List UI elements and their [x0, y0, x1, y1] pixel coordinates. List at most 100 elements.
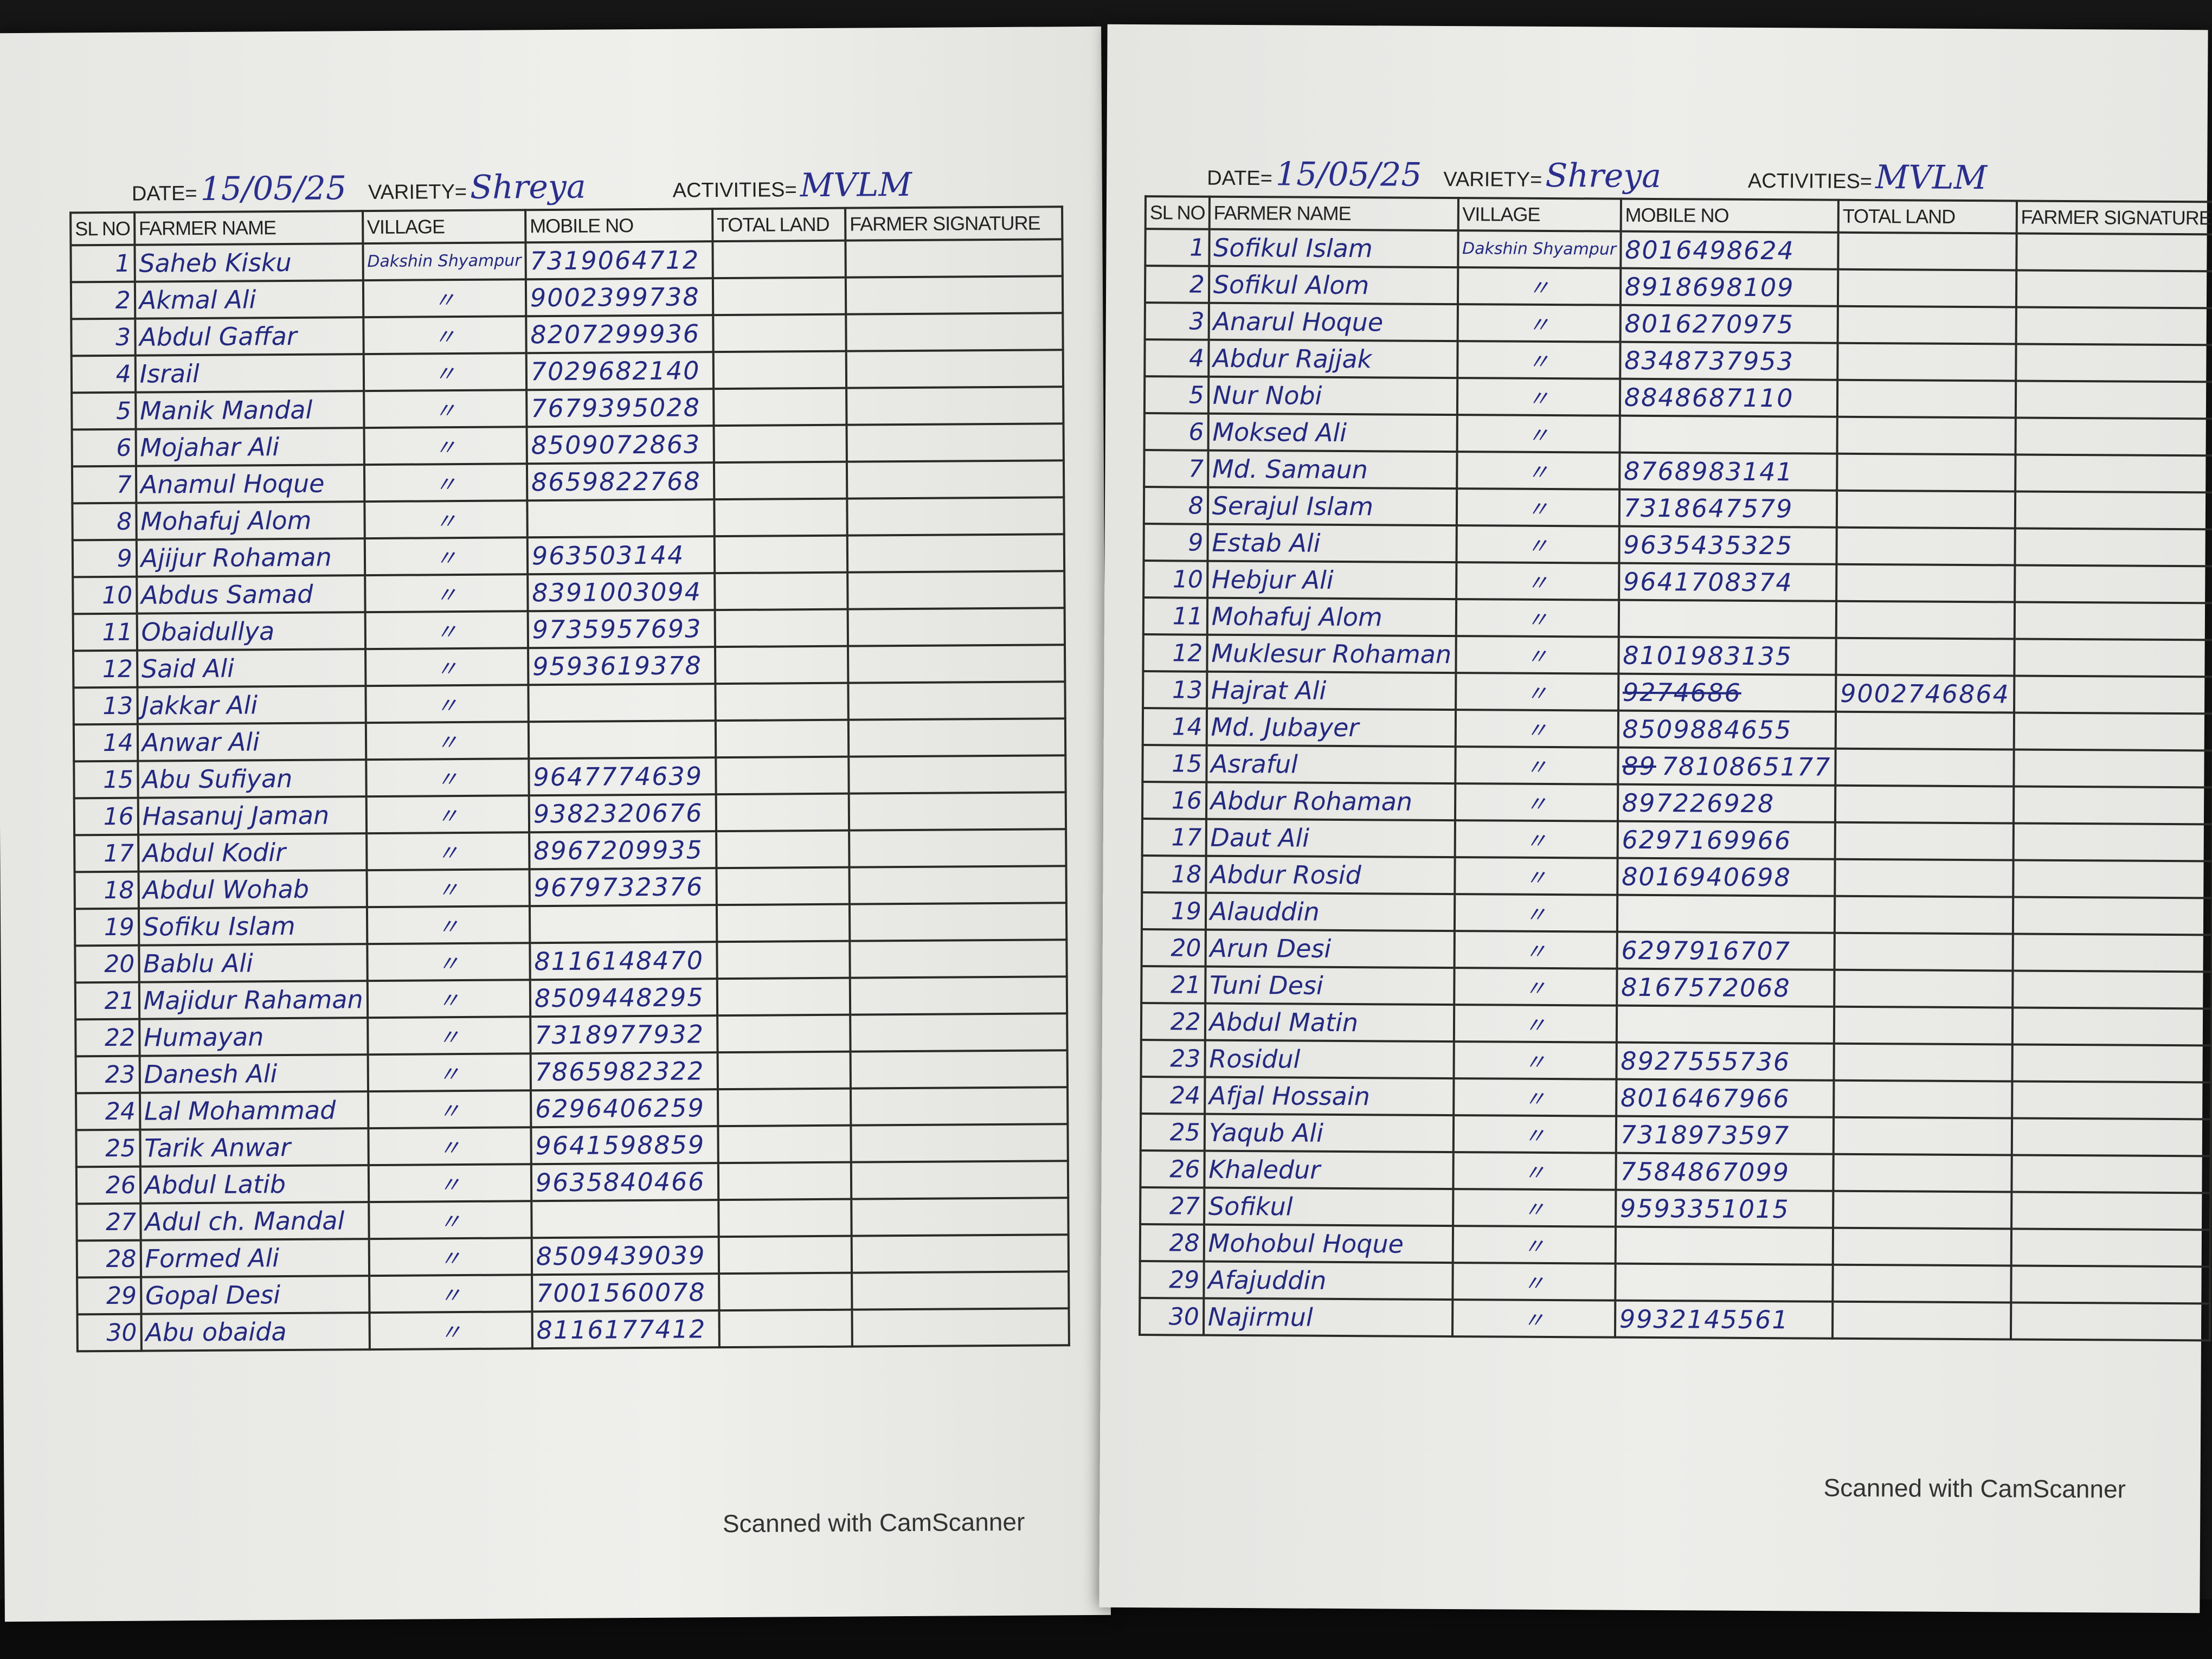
village-cell: 〃 [1454, 968, 1617, 1006]
table-row: 14 Anwar Ali 〃 [73, 718, 1066, 762]
total-land-cell [719, 1309, 852, 1348]
column-header-sl-no: SL NO [70, 212, 135, 246]
table-row: 8 Mohafuj Alom 〃 [72, 497, 1064, 541]
table-row: 15 Asraful 〃 89 7810865177 [1142, 745, 2212, 788]
total-land-cell [1834, 933, 2013, 971]
table-row: 7 Anamul Hoque 〃 8659822768 [72, 460, 1064, 504]
village-cell: 〃 [364, 464, 528, 502]
village-cell: 〃 [1454, 894, 1617, 932]
total-land-cell [1835, 822, 2014, 860]
village-cell: 〃 [1452, 1226, 1616, 1264]
signature-cell [847, 497, 1064, 536]
total-land-cell [1837, 416, 2016, 455]
mobile-number: 7001560078 [536, 1277, 706, 1308]
total-land-cell [1834, 1006, 2012, 1045]
farmer-name-cell: Sofikul Islam [1209, 229, 1458, 268]
table-row: 30 Najirmul 〃 9932145561 [1140, 1298, 2210, 1341]
mobile-number: 8509884655 [1622, 714, 1792, 745]
farmer-name-cell: Mohafuj Alom [1207, 597, 1456, 636]
total-land-cell [714, 498, 847, 537]
farmer-name-cell: Hajrat Ali [1206, 671, 1456, 710]
mobile-cell: 8509448295 [530, 979, 718, 1017]
signature-cell [846, 460, 1064, 499]
sl-no-cell: 19 [1141, 892, 1206, 930]
signature-cell [851, 1198, 1069, 1236]
signature-cell [849, 866, 1066, 904]
signature-cell [851, 1271, 1069, 1310]
mobile-cell: 8659822768 [526, 462, 715, 501]
mobile-cell [529, 905, 717, 943]
sl-no-cell: 28 [76, 1240, 141, 1278]
sl-no-cell: 16 [1142, 782, 1207, 819]
village-cell: 〃 [366, 832, 530, 871]
mobile-cell: 6296406259 [530, 1089, 718, 1128]
farmer-name-cell: Abdul Latib [140, 1165, 369, 1204]
table-row: 20 Bablu Ali 〃 8116148470 [75, 940, 1067, 983]
signature-cell [851, 1124, 1068, 1162]
farmer-name-cell: Arun Desi [1205, 929, 1455, 968]
mobile-number: 8391003094 [532, 577, 702, 608]
farmer-name-cell: Bablu Ali [139, 944, 368, 982]
sl-no-cell: 14 [1142, 708, 1207, 745]
signature-cell [848, 755, 1066, 794]
signature-cell [851, 1234, 1069, 1273]
sl-no-cell: 6 [1144, 413, 1208, 451]
mobile-number: 6297916707 [1621, 935, 1791, 966]
total-land-cell [1835, 859, 2014, 897]
mobile-cell: 7318647579 [1619, 489, 1837, 528]
mobile-cell: 8016467966 [1616, 1079, 1834, 1117]
mobile-cell [531, 1200, 719, 1238]
total-land-cell [713, 314, 846, 352]
table-row: 27 Sofikul 〃 9593351015 [1140, 1187, 2211, 1230]
total-land-cell [1835, 785, 2014, 824]
mobile-cell: 8016940698 [1617, 858, 1835, 896]
table-row: 23 Rosidul 〃 8927555736 [1141, 1040, 2211, 1083]
village-cell: 〃 [367, 1017, 531, 1055]
village-cell: 〃 [365, 611, 528, 650]
column-header-farmer-signature: FARMER SIGNATURE [845, 207, 1063, 241]
sl-no-cell: 19 [74, 908, 139, 946]
variety-value: Shreya [470, 168, 586, 207]
signature-cell [2014, 712, 2212, 751]
variety-value: Shreya [1545, 156, 1662, 196]
mobile-number: 7318973597 [1620, 1120, 1790, 1150]
table-row: 16 Hasanuj Jaman 〃 9382320676 [74, 792, 1066, 835]
village-cell: 〃 [368, 1201, 532, 1239]
table-row: 21 Majidur Rahaman 〃 8509448295 [75, 976, 1068, 1020]
farmer-name-cell: Humayan [139, 1018, 368, 1056]
mobile-number: 8918698109 [1624, 272, 1795, 303]
sl-no-cell: 23 [1141, 1040, 1205, 1077]
mobile-cell: 8509072863 [526, 426, 714, 464]
farmer-name-cell: Estab Ali [1207, 524, 1457, 563]
signature-cell [2014, 602, 2212, 640]
farmer-name-cell: Afajuddin [1204, 1261, 1453, 1300]
farmer-name-cell: Saheb Kisku [134, 243, 363, 282]
sl-no-cell: 27 [76, 1203, 141, 1241]
signature-cell [846, 350, 1063, 388]
sl-no-cell: 26 [76, 1166, 140, 1204]
village-cell: 〃 [369, 1311, 532, 1350]
table-row: 26 Khaledur 〃 7584867099 [1140, 1150, 2211, 1193]
sl-no-cell: 21 [75, 982, 139, 1020]
mobile-number: 9641708374 [1623, 567, 1793, 597]
table-row: 13 Hajrat Ali 〃 9274686 9002746864 [1143, 671, 2212, 714]
total-land-cell [716, 756, 849, 795]
sl-no-cell: 2 [1144, 266, 1210, 303]
table-row: 22 Humayan 〃 7318977932 [75, 1013, 1068, 1057]
mobile-number: 9593619378 [532, 651, 702, 681]
farmer-name-cell: Abdus Samad [136, 575, 365, 614]
total-land-cell [1832, 1227, 2011, 1266]
village-cell: 〃 [368, 1164, 532, 1203]
table-row: 13 Jakkar Ali 〃 [73, 681, 1065, 725]
signature-cell [848, 718, 1066, 757]
signature-cell [2015, 381, 2212, 419]
mobile-number: 8509072863 [531, 429, 701, 460]
total-land-cell [713, 388, 847, 426]
total-land-cell [713, 461, 847, 500]
total-land-cell [1832, 1264, 2011, 1303]
farmer-name-cell: Serajul Islam [1207, 487, 1457, 526]
date-label: DATE= [1207, 166, 1273, 190]
village-cell: 〃 [367, 980, 531, 1018]
farmer-name-cell: Obaidullya [137, 612, 365, 651]
table-row: 11 Obaidullya 〃 9735957693 [73, 608, 1065, 651]
